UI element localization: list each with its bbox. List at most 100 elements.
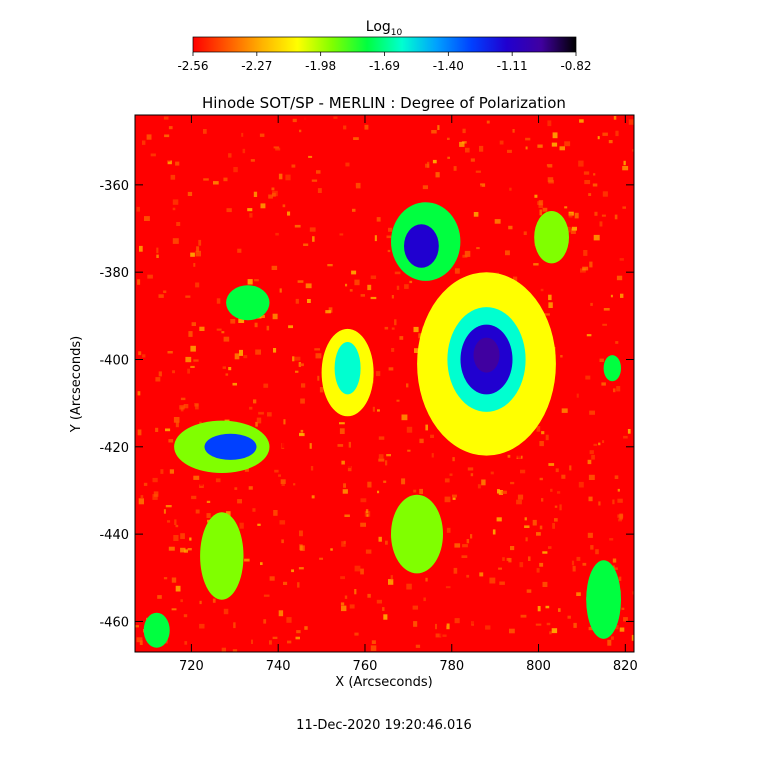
noise-speckle bbox=[288, 325, 293, 329]
noise-speckle bbox=[513, 276, 518, 282]
noise-speckle bbox=[416, 170, 421, 173]
noise-speckle bbox=[546, 200, 553, 205]
noise-speckle bbox=[590, 302, 593, 306]
noise-speckle bbox=[199, 484, 204, 488]
noise-speckle bbox=[172, 370, 175, 374]
noise-speckle bbox=[413, 326, 419, 333]
noise-speckle bbox=[216, 298, 221, 304]
noise-speckle bbox=[244, 512, 248, 516]
noise-speckle bbox=[396, 285, 400, 290]
noise-speckle bbox=[137, 391, 141, 396]
noise-speckle bbox=[268, 194, 273, 199]
noise-speckle bbox=[520, 521, 524, 525]
y-axis: -360 -380 -400 -420 -440 -460 bbox=[99, 179, 634, 630]
noise-speckle bbox=[462, 128, 466, 134]
noise-speckle bbox=[541, 498, 544, 502]
noise-speckle bbox=[429, 589, 433, 594]
noise-speckle bbox=[598, 507, 603, 512]
noise-speckle bbox=[168, 439, 174, 443]
noise-speckle bbox=[397, 277, 400, 281]
noise-speckle bbox=[214, 169, 217, 175]
noise-speckle bbox=[342, 489, 348, 494]
noise-speckle bbox=[616, 275, 623, 281]
noise-speckle bbox=[203, 129, 207, 134]
noise-speckle bbox=[413, 621, 418, 627]
noise-speckle bbox=[327, 264, 333, 267]
noise-speckle bbox=[328, 301, 331, 306]
noise-speckle bbox=[467, 467, 474, 471]
noise-speckle bbox=[135, 615, 140, 618]
noise-speckle bbox=[325, 310, 331, 314]
noise-speckle bbox=[542, 551, 548, 554]
noise-speckle bbox=[158, 566, 165, 570]
noise-speckle bbox=[249, 213, 253, 218]
noise-speckle bbox=[453, 567, 458, 574]
noise-speckle bbox=[432, 159, 437, 164]
noise-speckle bbox=[206, 513, 211, 518]
noise-speckle bbox=[293, 483, 296, 486]
noise-speckle bbox=[386, 235, 392, 239]
noise-speckle bbox=[587, 233, 593, 237]
noise-speckle bbox=[593, 443, 598, 446]
noise-speckle bbox=[173, 417, 180, 423]
noise-speckle bbox=[372, 281, 375, 285]
noise-speckle bbox=[429, 196, 432, 200]
noise-speckle bbox=[602, 323, 607, 326]
noise-speckle bbox=[563, 447, 566, 453]
noise-speckle bbox=[367, 481, 372, 488]
noise-speckle bbox=[552, 132, 558, 139]
noise-speckle bbox=[305, 283, 312, 289]
noise-speckle bbox=[551, 454, 557, 458]
noise-speckle bbox=[158, 294, 164, 298]
noise-speckle bbox=[576, 592, 581, 596]
noise-speckle bbox=[601, 214, 606, 217]
noise-speckle bbox=[419, 438, 424, 444]
noise-speckle bbox=[171, 577, 177, 583]
noise-speckle bbox=[360, 294, 365, 297]
noise-speckle bbox=[412, 605, 418, 610]
noise-speckle bbox=[576, 393, 579, 398]
noise-speckle bbox=[291, 164, 296, 168]
noise-speckle bbox=[157, 328, 162, 331]
noise-speckle bbox=[539, 441, 544, 447]
noise-speckle bbox=[560, 355, 563, 358]
noise-speckle bbox=[390, 575, 393, 581]
noise-speckle bbox=[328, 307, 333, 313]
noise-speckle bbox=[378, 536, 382, 542]
noise-speckle bbox=[490, 471, 494, 475]
noise-speckle bbox=[559, 146, 565, 151]
noise-speckle bbox=[228, 153, 232, 158]
noise-speckle bbox=[349, 604, 355, 609]
noise-speckle bbox=[291, 569, 294, 573]
noise-speckle bbox=[299, 129, 302, 133]
noise-speckle bbox=[212, 598, 216, 603]
noise-speckle bbox=[473, 212, 479, 217]
noise-speckle bbox=[523, 231, 527, 235]
noise-speckle bbox=[571, 560, 575, 566]
heatmap-image bbox=[135, 115, 634, 652]
noise-speckle bbox=[212, 634, 216, 640]
noise-speckle bbox=[165, 428, 171, 432]
noise-speckle bbox=[319, 557, 323, 560]
noise-speckle bbox=[391, 327, 395, 330]
noise-speckle bbox=[568, 213, 573, 218]
noise-speckle bbox=[190, 365, 195, 368]
noise-speckle bbox=[278, 474, 281, 477]
noise-speckle bbox=[516, 454, 522, 458]
noise-speckle bbox=[546, 164, 553, 168]
noise-speckle bbox=[267, 412, 272, 417]
noise-speckle bbox=[194, 403, 199, 407]
noise-speckle bbox=[339, 422, 345, 425]
noise-speckle bbox=[142, 354, 146, 358]
noise-speckle bbox=[539, 525, 543, 530]
noise-speckle bbox=[496, 517, 502, 522]
noise-speckle bbox=[548, 546, 552, 549]
noise-speckle bbox=[441, 538, 446, 543]
noise-speckle bbox=[578, 481, 584, 488]
noise-speckle bbox=[428, 494, 432, 498]
noise-speckle bbox=[501, 490, 507, 494]
noise-speckle bbox=[557, 491, 561, 494]
noise-speckle bbox=[589, 410, 595, 415]
noise-speckle bbox=[143, 179, 149, 184]
noise-speckle bbox=[555, 468, 559, 473]
